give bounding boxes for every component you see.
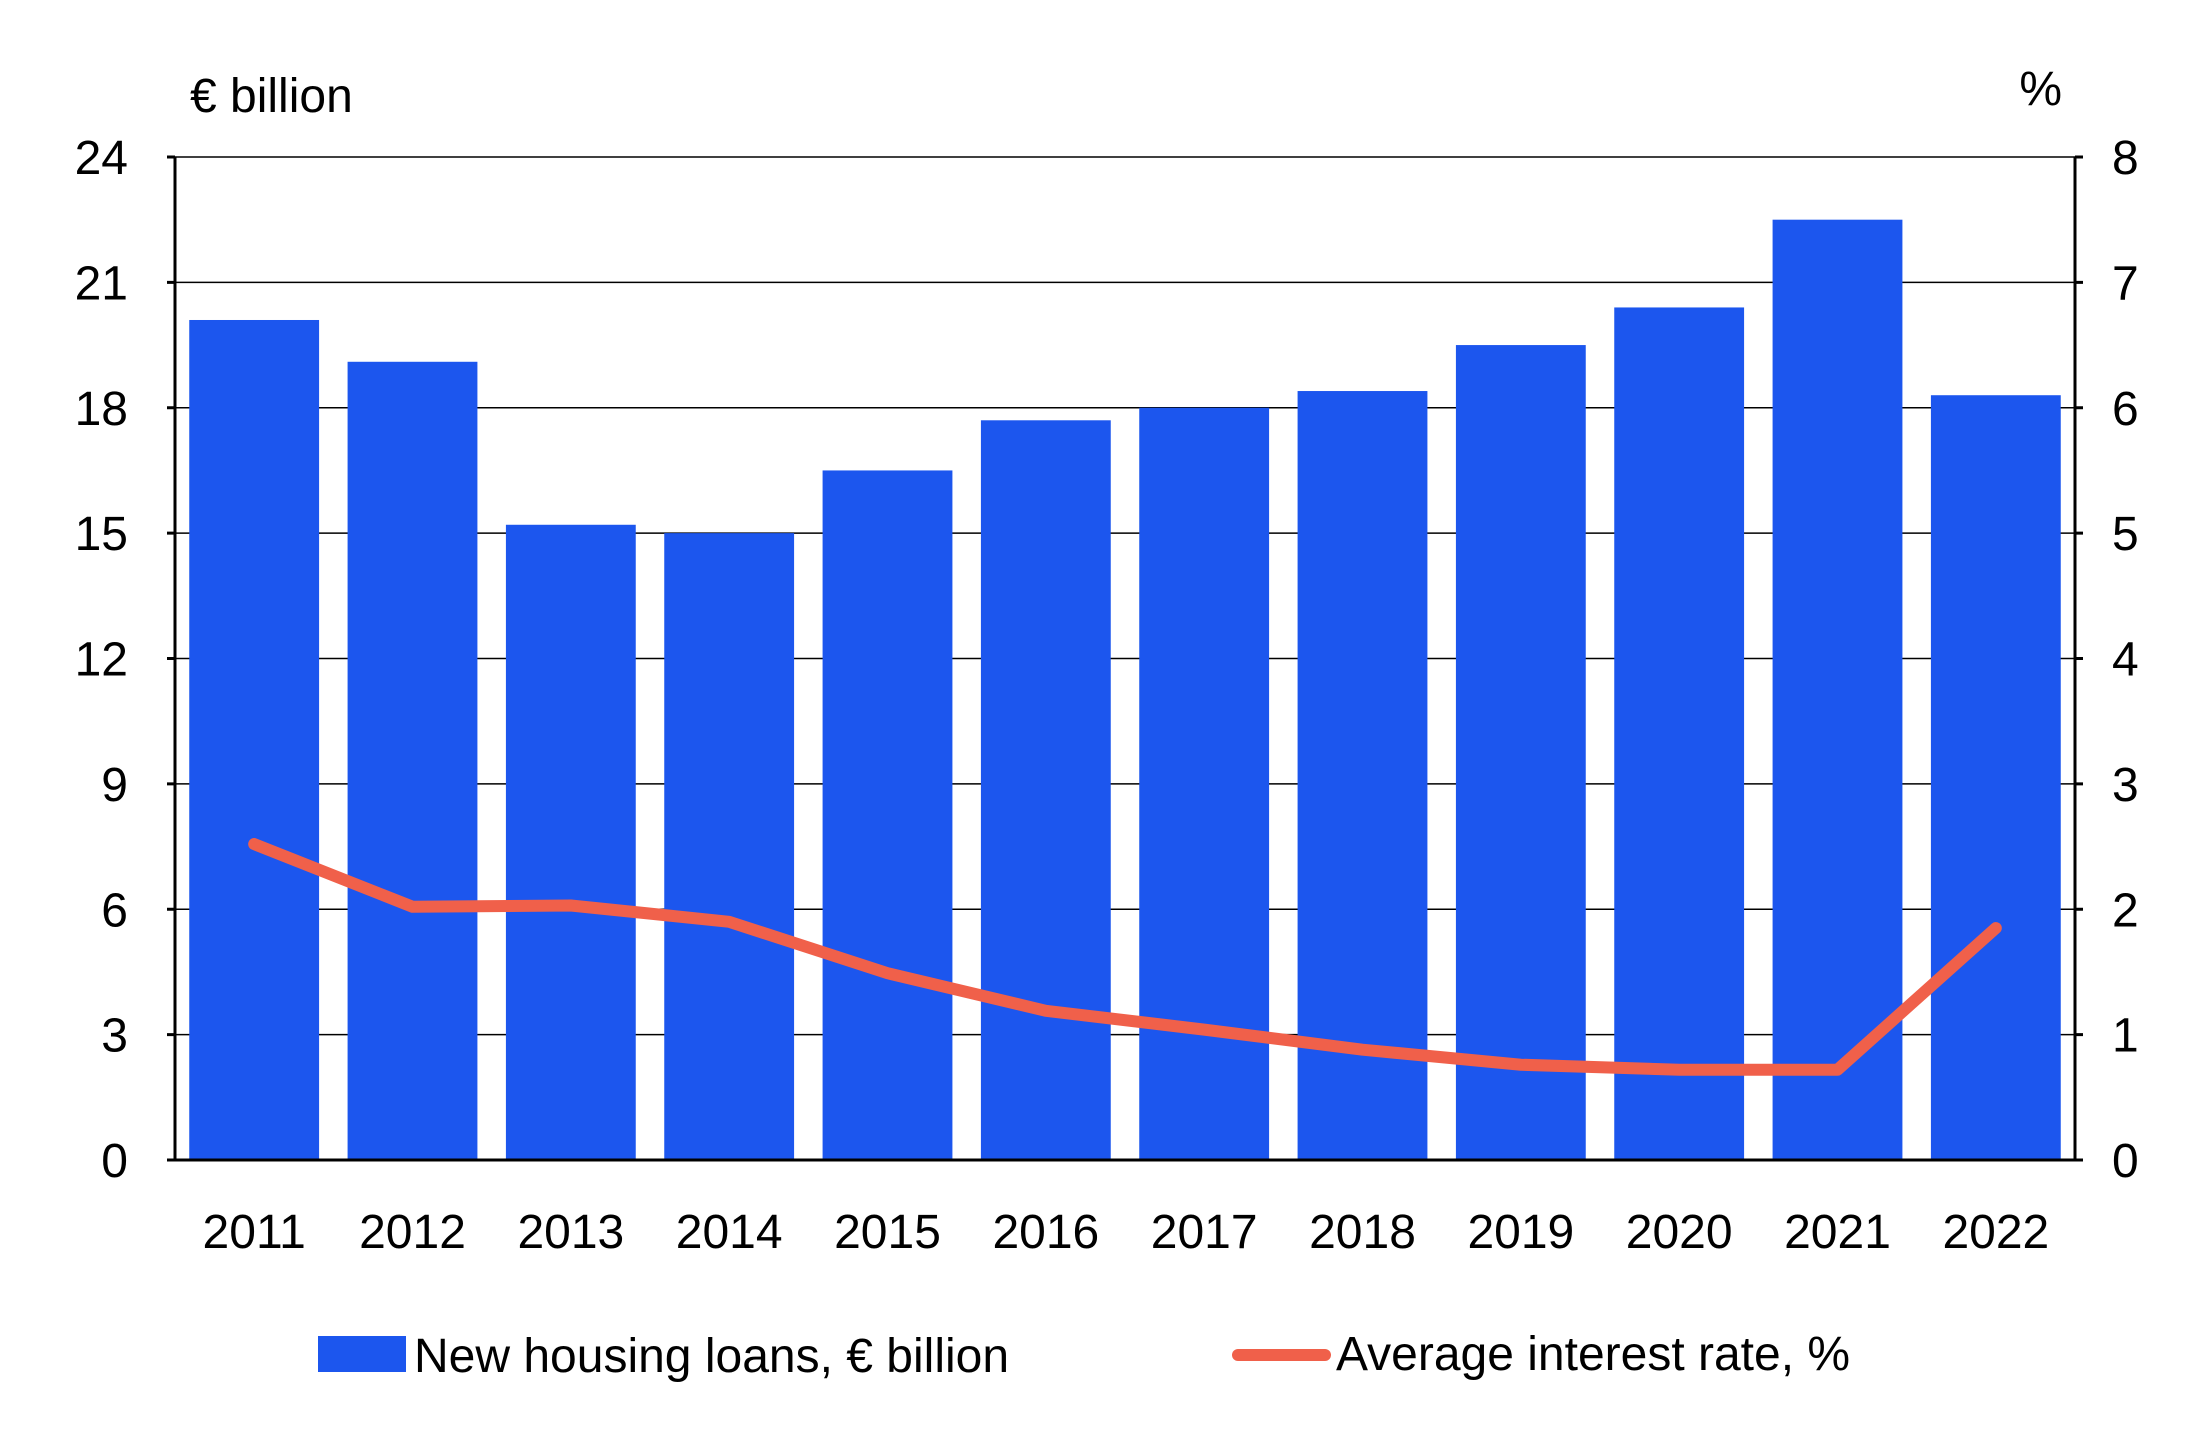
x-tick-label-2013: 2013 — [517, 1206, 624, 1259]
right-tick-label-1: 1 — [2112, 1010, 2139, 1063]
right-tick-label-2: 2 — [2112, 884, 2139, 937]
x-tick-label-2015: 2015 — [834, 1206, 941, 1259]
x-tick-label-2014: 2014 — [676, 1206, 783, 1259]
x-tick-label-2019: 2019 — [1467, 1206, 1574, 1259]
right-tick-label-4: 4 — [2112, 634, 2139, 687]
bar-2019 — [1456, 345, 1586, 1160]
left-axis-unit-label: € billion — [190, 70, 353, 123]
bar-2021 — [1773, 220, 1903, 1160]
legend-bar-label: New housing loans, € billion — [414, 1330, 1009, 1383]
x-tick-label-2011: 2011 — [203, 1206, 306, 1259]
left-tick-label-0: 0 — [101, 1135, 128, 1188]
right-tick-label-0: 0 — [2112, 1135, 2139, 1188]
x-tick-label-2021: 2021 — [1784, 1206, 1891, 1259]
left-tick-label-12: 12 — [75, 634, 128, 687]
legend-bar-swatch — [318, 1336, 406, 1372]
x-tick-label-2020: 2020 — [1626, 1206, 1733, 1259]
right-axis-unit-label: % — [2019, 63, 2062, 116]
left-tick-label-9: 9 — [101, 759, 128, 812]
left-tick-label-6: 6 — [101, 884, 128, 937]
x-tick-label-2017: 2017 — [1151, 1206, 1258, 1259]
legend-line-label: Average interest rate, % — [1336, 1328, 1850, 1381]
bar-2011 — [189, 320, 319, 1160]
right-tick-label-5: 5 — [2112, 508, 2139, 561]
bar-2016 — [981, 420, 1111, 1160]
legend: New housing loans, € billion Average inte… — [318, 1328, 1850, 1383]
x-tick-label-2012: 2012 — [359, 1206, 466, 1259]
x-tick-label-2018: 2018 — [1309, 1206, 1416, 1259]
bar-2015 — [823, 470, 953, 1160]
right-tick-label-3: 3 — [2112, 759, 2139, 812]
bar-2013 — [506, 525, 636, 1160]
right-tick-label-6: 6 — [2112, 383, 2139, 436]
bar-2014 — [664, 533, 794, 1160]
bar-2022 — [1931, 395, 2061, 1160]
left-tick-label-15: 15 — [75, 508, 128, 561]
right-tick-label-7: 7 — [2112, 257, 2139, 310]
left-tick-label-24: 24 — [75, 132, 128, 185]
bar-2020 — [1614, 307, 1744, 1160]
left-tick-label-18: 18 — [75, 383, 128, 436]
left-tick-label-3: 3 — [101, 1010, 128, 1063]
bar-2012 — [348, 362, 478, 1160]
left-tick-label-21: 21 — [75, 257, 128, 310]
right-tick-label-8: 8 — [2112, 132, 2139, 185]
x-tick-label-2022: 2022 — [1942, 1206, 2049, 1259]
bar-2017 — [1139, 408, 1269, 1160]
x-tick-label-2016: 2016 — [992, 1206, 1099, 1259]
